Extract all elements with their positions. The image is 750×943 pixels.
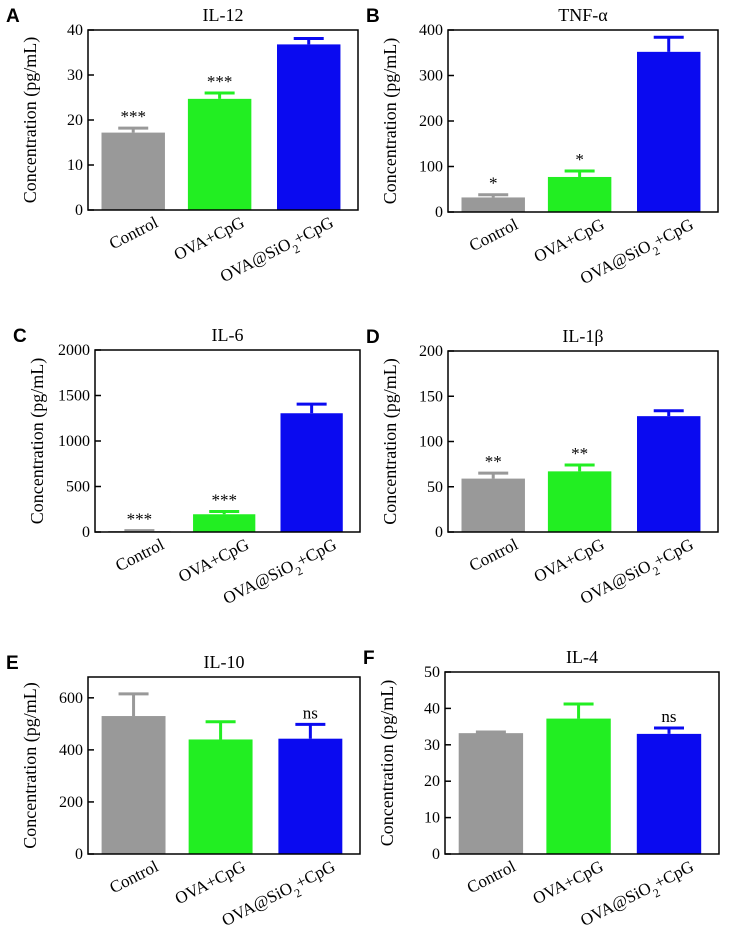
y-tick-label: 50 bbox=[424, 664, 440, 681]
category-label: OVA+CpG bbox=[531, 535, 608, 587]
y-tick-label: 30 bbox=[67, 67, 83, 84]
chart-title: TNF-α bbox=[558, 5, 608, 25]
plot-frame bbox=[444, 671, 720, 855]
significance-label: *** bbox=[207, 72, 233, 91]
y-tick-label: 1000 bbox=[58, 433, 90, 450]
panel-letter: A bbox=[6, 6, 20, 27]
significance-label: ** bbox=[571, 444, 588, 463]
y-tick-label: 300 bbox=[419, 68, 443, 85]
bar bbox=[280, 413, 343, 532]
plot-frame bbox=[87, 676, 361, 855]
panel-letter: C bbox=[13, 326, 27, 347]
bar bbox=[637, 416, 701, 532]
y-tick-label: 100 bbox=[419, 159, 443, 176]
chart-title: IL-1β bbox=[562, 326, 603, 346]
chart-title: IL-4 bbox=[566, 647, 598, 667]
significance-label: *** bbox=[211, 491, 237, 510]
bar bbox=[101, 716, 166, 854]
category-label: Control bbox=[464, 857, 519, 898]
y-axis-label: Concentration (pg/mL) bbox=[27, 358, 48, 524]
y-tick-label: 0 bbox=[75, 202, 83, 219]
category-label: OVA+CpG bbox=[175, 535, 252, 587]
bar bbox=[461, 197, 525, 212]
y-tick-label: 500 bbox=[66, 479, 90, 496]
y-tick-label: 20 bbox=[67, 112, 83, 129]
y-tick-label: 0 bbox=[432, 846, 440, 863]
y-axis-label: Concentration (pg/mL) bbox=[377, 680, 398, 846]
panel-a: A IL-12 Concentration (pg/mL) *** *** 0 10 20 30… bbox=[6, 5, 359, 291]
significance-label: ns bbox=[661, 707, 676, 726]
panel-letter: B bbox=[366, 6, 380, 27]
y-tick-label: 0 bbox=[82, 524, 90, 541]
category-label: Control bbox=[112, 535, 167, 576]
panel-c: C IL-6 Concentration (pg/mL) *** *** 0 500 1000… bbox=[13, 325, 361, 613]
bar bbox=[547, 176, 612, 212]
panel-letter: D bbox=[366, 327, 380, 348]
significance-label: *** bbox=[127, 510, 153, 529]
y-tick-label: 200 bbox=[59, 794, 83, 811]
bar bbox=[187, 98, 252, 210]
panel-d: D IL-1β Concentration (pg/mL) ** ** 0 50 100 150… bbox=[366, 326, 719, 613]
y-tick-label: 600 bbox=[59, 690, 83, 707]
panel-letter: E bbox=[6, 653, 19, 674]
category-label: Control bbox=[106, 213, 161, 254]
y-tick-label: 150 bbox=[419, 388, 443, 405]
significance-label: ns bbox=[303, 703, 318, 722]
significance-label: * bbox=[489, 174, 498, 193]
category-label: OVA+CpG bbox=[531, 215, 608, 267]
y-tick-label: 0 bbox=[435, 524, 443, 541]
category-label: OVA+CpG bbox=[172, 857, 249, 909]
bar bbox=[101, 132, 165, 210]
y-axis-label: Concentration (pg/mL) bbox=[380, 38, 401, 204]
y-tick-label: 0 bbox=[435, 204, 443, 221]
y-tick-label: 200 bbox=[419, 343, 443, 360]
chart-title: IL-6 bbox=[212, 325, 244, 345]
y-axis-label: Concentration (pg/mL) bbox=[20, 37, 41, 203]
y-tick-label: 2000 bbox=[58, 342, 90, 359]
category-label: OVA+CpG bbox=[171, 213, 248, 265]
bar bbox=[637, 51, 701, 213]
bar bbox=[193, 514, 256, 532]
panel-f: F IL-4 Concentration (pg/mL) ns 0 10 20 30 40 50 C… bbox=[363, 647, 720, 935]
y-tick-label: 10 bbox=[67, 157, 83, 174]
y-tick-label: 10 bbox=[424, 810, 440, 827]
bar bbox=[547, 471, 612, 532]
chart-title: IL-10 bbox=[204, 652, 245, 672]
bar bbox=[461, 478, 525, 532]
y-tick-label: 40 bbox=[67, 22, 83, 39]
y-tick-label: 30 bbox=[424, 737, 440, 754]
bar bbox=[188, 739, 253, 854]
bar bbox=[278, 738, 343, 854]
y-tick-label: 200 bbox=[419, 113, 443, 130]
significance-label: ** bbox=[485, 452, 502, 471]
category-label: Control bbox=[106, 857, 161, 898]
bar bbox=[458, 733, 524, 854]
chart-title: IL-12 bbox=[203, 5, 244, 25]
significance-label: *** bbox=[120, 107, 146, 126]
y-tick-label: 50 bbox=[427, 479, 443, 496]
y-tick-label: 40 bbox=[424, 700, 440, 717]
panel-letter: F bbox=[363, 648, 375, 669]
bar bbox=[277, 44, 341, 211]
y-tick-label: 0 bbox=[75, 846, 83, 863]
bar bbox=[636, 733, 702, 854]
category-label: OVA+CpG bbox=[530, 857, 607, 909]
bar bbox=[546, 718, 611, 854]
panel-e: E IL-10 Concentration (pg/mL) ns 0 200 400 600 C… bbox=[6, 652, 361, 935]
category-label: Control bbox=[466, 535, 521, 576]
significance-label: * bbox=[575, 150, 584, 169]
y-axis-label: Concentration (pg/mL) bbox=[20, 682, 41, 848]
y-tick-label: 400 bbox=[59, 742, 83, 759]
y-tick-label: 1500 bbox=[58, 388, 90, 405]
y-tick-label: 100 bbox=[419, 434, 443, 451]
y-tick-label: 20 bbox=[424, 773, 440, 790]
y-axis-label: Concentration (pg/mL) bbox=[380, 358, 401, 524]
category-label: Control bbox=[466, 215, 521, 256]
panel-b: B TNF-α Concentration (pg/mL) * * 0 100 200 300 4… bbox=[366, 5, 719, 293]
y-tick-label: 400 bbox=[419, 22, 443, 39]
